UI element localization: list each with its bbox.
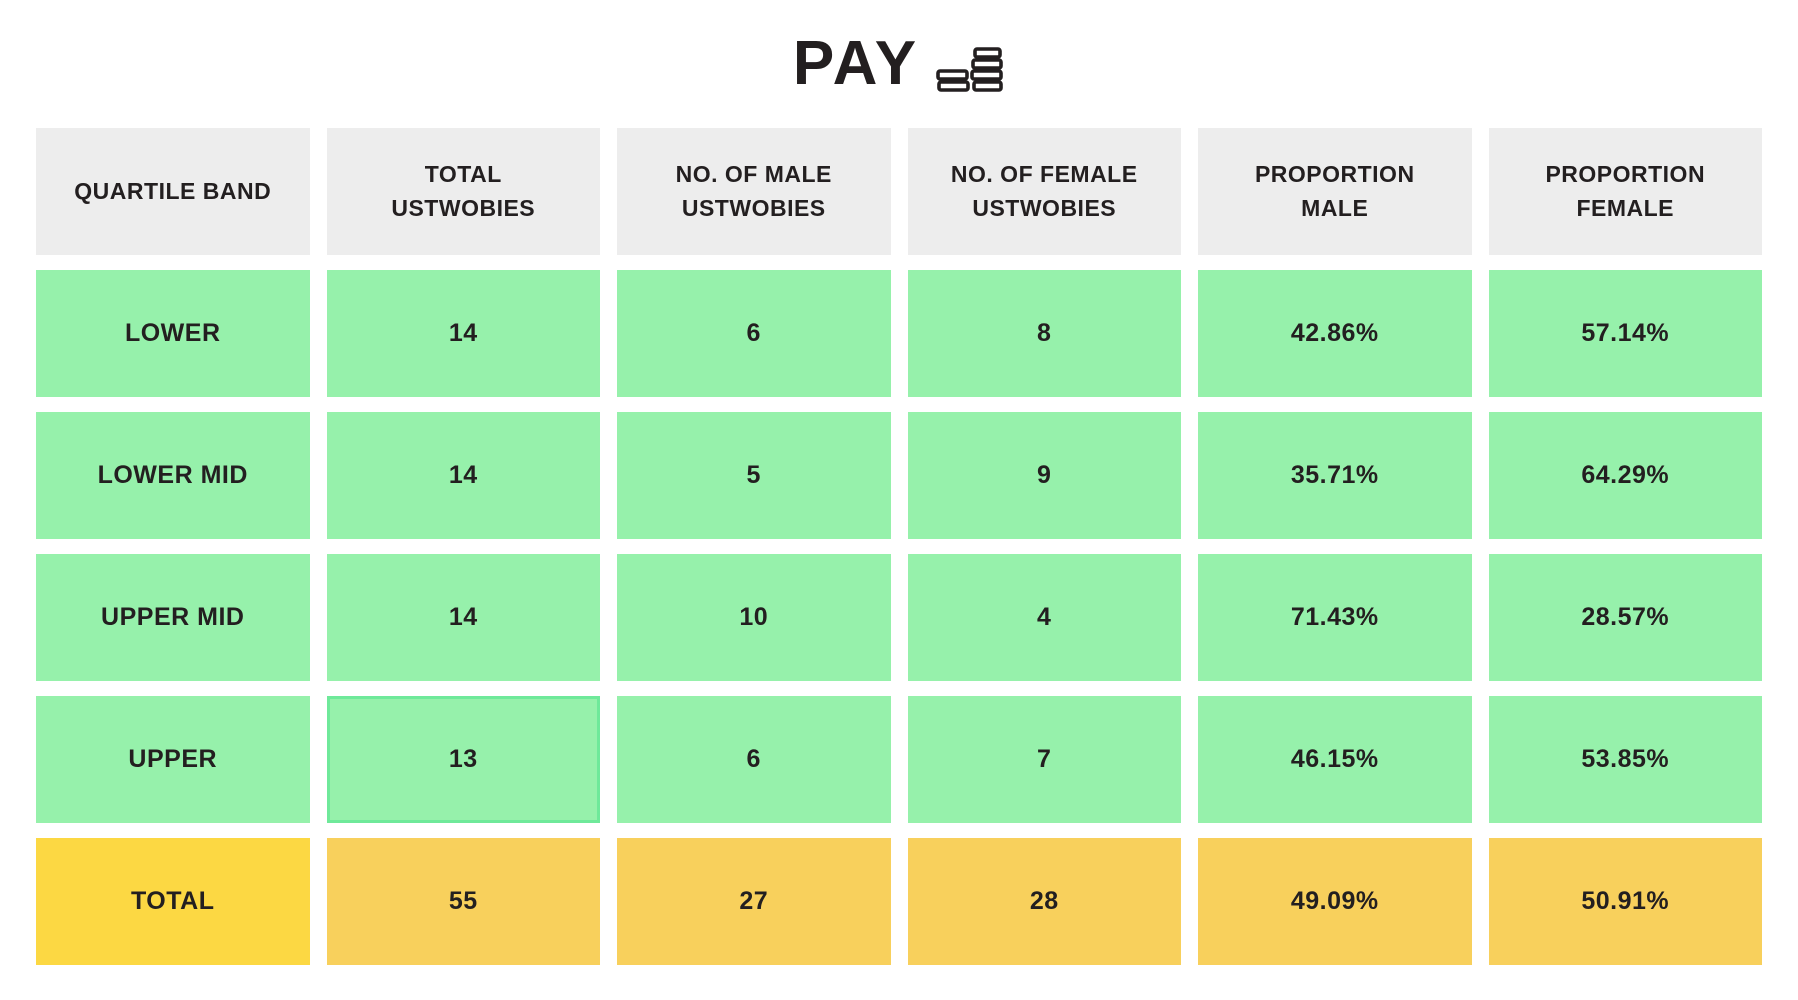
- cell-upper-mid-male: 10: [617, 554, 891, 681]
- cell-total-female: 28: [907, 838, 1181, 965]
- cell-lower-total: 14: [326, 270, 600, 397]
- header-cell-proportion-female: PROPORTION FEMALE: [1488, 128, 1762, 255]
- header-cell-quartile-band: QUARTILE BAND: [36, 128, 310, 255]
- cell-lower-proportion-female: 57.14%: [1488, 270, 1762, 397]
- header-cell-female-ustwobies: NO. OF FEMALE USTWOBIES: [907, 128, 1181, 255]
- cell-upper-mid-total: 14: [326, 554, 600, 681]
- pay-infographic: PAY QUARTILE BAND TOTAL USTWOBIES NO. OF…: [0, 0, 1798, 965]
- cell-lower-proportion-male: 42.86%: [1198, 270, 1472, 397]
- cell-upper-mid-female: 4: [907, 554, 1181, 681]
- pay-table: QUARTILE BAND TOTAL USTWOBIES NO. OF MAL…: [36, 128, 1762, 965]
- cell-upper-band: UPPER: [36, 696, 310, 823]
- cell-lower-female: 8: [907, 270, 1181, 397]
- coin-stack-icon: [936, 47, 1003, 92]
- header-cell-male-ustwobies: NO. OF MALE USTWOBIES: [617, 128, 891, 255]
- cell-lower-mid-total: 14: [326, 412, 600, 539]
- cell-upper-male: 6: [617, 696, 891, 823]
- cell-lower-male: 6: [617, 270, 891, 397]
- cell-lower-mid-band: LOWER MID: [36, 412, 310, 539]
- cell-upper-mid-proportion-male: 71.43%: [1198, 554, 1472, 681]
- cell-lower-mid-proportion-male: 35.71%: [1198, 412, 1472, 539]
- header-cell-proportion-male: PROPORTION MALE: [1198, 128, 1472, 255]
- header-cell-total-ustwobies: TOTAL USTWOBIES: [326, 128, 600, 255]
- cell-lower-mid-proportion-female: 64.29%: [1488, 412, 1762, 539]
- cell-total-proportion-male: 49.09%: [1198, 838, 1472, 965]
- cell-upper-mid-proportion-female: 28.57%: [1488, 554, 1762, 681]
- cell-total-male: 27: [617, 838, 891, 965]
- cell-total-total: 55: [326, 838, 600, 965]
- cell-upper-mid-band: UPPER MID: [36, 554, 310, 681]
- cell-upper-total-highlighted: 13: [326, 696, 600, 823]
- cell-lower-band: LOWER: [36, 270, 310, 397]
- cell-total-band: TOTAL: [36, 838, 310, 965]
- cell-lower-mid-female: 9: [907, 412, 1181, 539]
- cell-upper-proportion-male: 46.15%: [1198, 696, 1472, 823]
- cell-lower-mid-male: 5: [617, 412, 891, 539]
- page-title: PAY: [0, 0, 1798, 128]
- cell-upper-female: 7: [907, 696, 1181, 823]
- cell-upper-proportion-female: 53.85%: [1488, 696, 1762, 823]
- cell-total-proportion-female: 50.91%: [1488, 838, 1762, 965]
- title-text: PAY: [792, 29, 920, 98]
